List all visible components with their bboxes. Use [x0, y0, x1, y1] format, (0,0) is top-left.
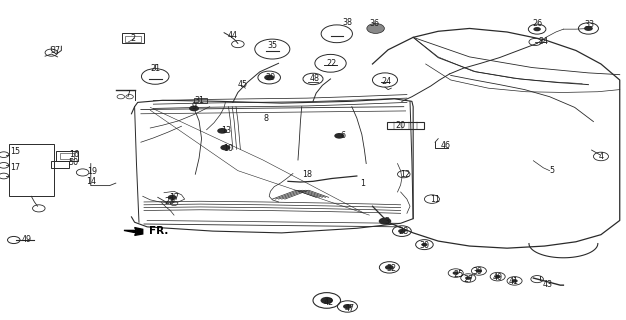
- Circle shape: [264, 75, 274, 80]
- Text: 19: 19: [88, 167, 98, 176]
- Circle shape: [168, 195, 177, 200]
- Text: 17: 17: [11, 163, 21, 172]
- Circle shape: [334, 133, 344, 139]
- Bar: [387, 122, 424, 129]
- Text: 7: 7: [126, 90, 131, 99]
- Text: 42: 42: [324, 299, 334, 308]
- Circle shape: [465, 276, 471, 280]
- Circle shape: [220, 145, 230, 150]
- Text: 35: 35: [267, 41, 277, 50]
- Circle shape: [533, 27, 541, 31]
- Text: 49: 49: [21, 236, 31, 244]
- Text: 14: 14: [86, 177, 96, 186]
- Text: 4: 4: [598, 152, 603, 161]
- Bar: [56, 151, 78, 161]
- Circle shape: [453, 271, 459, 275]
- Circle shape: [379, 218, 391, 225]
- Text: 11: 11: [430, 195, 440, 204]
- Bar: [125, 36, 141, 42]
- Text: 47: 47: [344, 304, 354, 313]
- Text: 9: 9: [192, 102, 197, 111]
- Text: 37: 37: [50, 46, 60, 55]
- Circle shape: [322, 58, 339, 68]
- Text: 21: 21: [150, 64, 160, 73]
- Text: 38: 38: [342, 18, 352, 27]
- Circle shape: [476, 269, 482, 273]
- Text: 26: 26: [532, 19, 542, 28]
- Circle shape: [367, 23, 384, 33]
- Text: 46: 46: [441, 141, 451, 150]
- Text: 24: 24: [382, 77, 392, 86]
- Circle shape: [189, 106, 199, 111]
- Text: 23: 23: [164, 197, 174, 206]
- Circle shape: [385, 265, 394, 270]
- Bar: [51, 161, 69, 168]
- Text: 6: 6: [341, 131, 346, 140]
- Text: 18: 18: [302, 170, 312, 179]
- Text: 34: 34: [538, 37, 548, 46]
- Text: 2: 2: [131, 34, 136, 43]
- Text: 17: 17: [169, 193, 179, 202]
- Text: 43: 43: [543, 280, 553, 289]
- Text: 15: 15: [11, 147, 21, 156]
- Text: 1: 1: [361, 179, 366, 188]
- Text: 20: 20: [396, 121, 406, 130]
- Circle shape: [262, 44, 282, 55]
- Circle shape: [328, 29, 346, 39]
- Text: FR.: FR.: [149, 226, 168, 236]
- Text: 39: 39: [472, 268, 482, 276]
- Text: 10: 10: [223, 144, 233, 153]
- Text: 36: 36: [369, 19, 379, 28]
- Text: 3: 3: [384, 217, 389, 226]
- Text: 40: 40: [493, 273, 503, 282]
- Circle shape: [398, 229, 406, 233]
- Text: 13: 13: [222, 126, 232, 135]
- Text: 32: 32: [386, 264, 396, 273]
- Bar: [122, 33, 144, 44]
- Circle shape: [495, 275, 501, 278]
- Bar: [194, 98, 207, 103]
- Polygon shape: [124, 228, 143, 236]
- Circle shape: [584, 26, 593, 31]
- Circle shape: [217, 128, 227, 134]
- Circle shape: [343, 304, 352, 309]
- Text: 30: 30: [419, 241, 429, 250]
- Text: 16: 16: [69, 150, 79, 159]
- Text: 50: 50: [69, 158, 79, 167]
- Text: 5: 5: [550, 166, 555, 175]
- Text: 28: 28: [399, 227, 409, 236]
- Text: 12: 12: [401, 170, 411, 179]
- Text: 41: 41: [508, 277, 518, 286]
- Text: 44: 44: [228, 31, 238, 40]
- Text: 31: 31: [194, 96, 204, 105]
- Circle shape: [421, 243, 428, 246]
- Text: 29: 29: [265, 73, 275, 82]
- Text: 22: 22: [327, 59, 337, 68]
- Circle shape: [379, 76, 391, 84]
- Text: 8: 8: [264, 114, 269, 123]
- Circle shape: [321, 297, 333, 304]
- Text: 33: 33: [585, 20, 595, 29]
- Text: 27: 27: [463, 275, 473, 284]
- Text: 25: 25: [453, 270, 463, 279]
- Text: 48: 48: [309, 75, 319, 84]
- Circle shape: [511, 279, 518, 283]
- Text: 45: 45: [238, 80, 248, 89]
- Bar: [60, 153, 74, 159]
- Circle shape: [148, 72, 163, 81]
- Bar: [9, 144, 54, 196]
